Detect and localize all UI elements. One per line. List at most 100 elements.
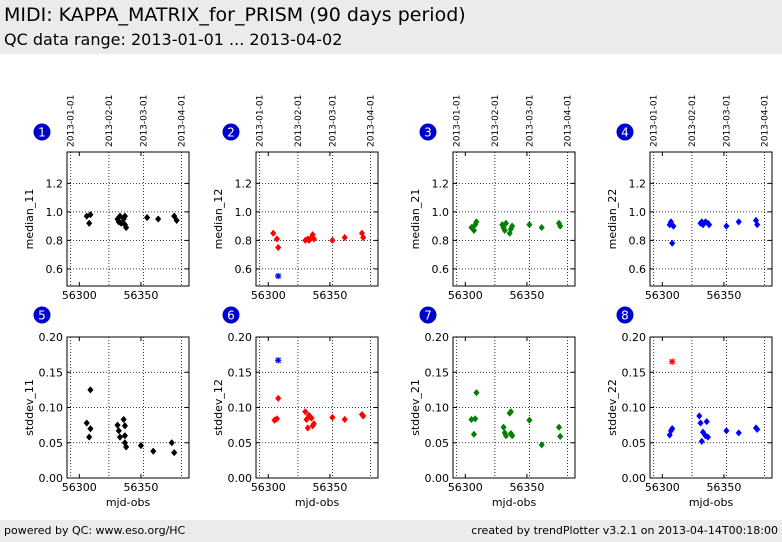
y-tick-label: 1.0 — [235, 206, 253, 219]
y-tick-label: 1.0 — [46, 206, 64, 219]
footer-powered-by: powered by QC: www.eso.org/HC — [4, 524, 186, 537]
data-point — [83, 419, 90, 427]
panel-number-badge — [616, 123, 634, 141]
data-point — [116, 433, 124, 441]
data-point — [121, 212, 129, 220]
data-point — [557, 432, 564, 441]
plot-frame — [452, 151, 576, 287]
x-tick-label: 56300 — [448, 289, 483, 302]
x-tick-label: 56350 — [123, 289, 158, 302]
data-point — [341, 415, 348, 424]
top-date-label: 2013-02-01 — [294, 95, 304, 147]
chart-panel-6: 0.00 0.05 0.10 0.15 0.20 56300 56350 stddev_12m… — [212, 306, 379, 509]
top-date-label: 2013-03-01 — [525, 95, 535, 147]
y-tick-label: 0.6 — [432, 263, 450, 276]
data-point — [275, 243, 282, 252]
y-tick-label: 1.2 — [629, 177, 647, 190]
y-tick-label: 0.00 — [622, 472, 647, 485]
data-point — [697, 419, 704, 427]
data-point — [303, 415, 310, 424]
plots-canvas: 0.6 0.8 1.0 1.2 56300 56350 2013-01-01 2013-02-… — [23, 95, 773, 509]
panel-number-label: 4 — [621, 126, 629, 140]
data-point — [171, 212, 178, 220]
data-point — [669, 424, 676, 433]
data-point — [171, 448, 178, 457]
data-point — [120, 415, 127, 424]
data-point — [735, 218, 742, 226]
x-axis-label: mjd-obs — [689, 496, 734, 509]
top-date-label: 2013-04-01 — [367, 95, 377, 147]
y-axis-label: stddev_22 — [606, 379, 619, 436]
panel-number-label: 8 — [621, 309, 629, 323]
data-point — [168, 439, 175, 447]
outlier-point — [274, 357, 282, 364]
data-point — [538, 441, 545, 449]
x-tick-label: 56300 — [251, 481, 286, 494]
y-tick-label: 0.00 — [39, 472, 64, 485]
x-tick-label: 56300 — [62, 289, 97, 302]
y-tick-label: 0.6 — [46, 263, 64, 276]
y-tick-label: 0.00 — [228, 472, 253, 485]
panel-number-label: 6 — [227, 309, 235, 323]
data-point — [502, 432, 510, 440]
data-point — [86, 219, 93, 227]
panel-number-label: 1 — [38, 126, 46, 140]
x-tick-label: 56300 — [645, 481, 680, 494]
y-tick-label: 0.20 — [228, 331, 253, 344]
x-tick-label: 56300 — [645, 289, 680, 302]
y-tick-label: 1.0 — [629, 206, 647, 219]
chart-panel-3: 0.6 0.8 1.0 1.2 56300 56350 2013-01-01 2013-02-… — [409, 95, 576, 302]
data-point — [116, 212, 124, 220]
x-tick-label: 56350 — [509, 289, 544, 302]
data-point — [121, 432, 129, 440]
outlier-stroke — [275, 357, 282, 364]
data-point — [557, 222, 564, 230]
y-tick-label: 0.05 — [425, 437, 450, 450]
y-tick-label: 0.20 — [39, 331, 64, 344]
data-point — [87, 386, 94, 394]
data-point — [723, 222, 730, 230]
chart-panel-5: 0.00 0.05 0.10 0.15 0.20 56300 56350 stddev_11m… — [23, 306, 190, 509]
chart-panel-4: 0.6 0.8 1.0 1.2 56300 56350 2013-01-01 2013-02-… — [606, 95, 773, 302]
top-date-label: 2013-02-01 — [105, 95, 115, 147]
data-point — [706, 221, 713, 229]
panel-number-label: 2 — [227, 126, 235, 140]
y-tick-label: 0.8 — [629, 234, 647, 247]
data-point — [118, 219, 125, 227]
data-point — [308, 414, 315, 422]
y-tick-label: 0.05 — [228, 437, 253, 450]
data-point — [754, 221, 761, 229]
y-tick-label: 0.8 — [235, 234, 253, 247]
chart-panel-8: 0.00 0.05 0.10 0.15 0.20 56300 56350 stddev_22m… — [606, 306, 773, 509]
panel-number-badge — [419, 306, 437, 324]
data-point — [704, 433, 712, 441]
y-tick-label: 0.00 — [425, 472, 450, 485]
panel-number-label: 5 — [38, 309, 46, 323]
y-tick-label: 0.8 — [432, 234, 450, 247]
data-point — [669, 239, 676, 247]
top-date-label: 2013-01-01 — [453, 95, 463, 147]
data-point — [473, 389, 480, 397]
y-tick-label: 0.10 — [622, 402, 647, 415]
x-tick-label: 56300 — [448, 481, 483, 494]
y-tick-label: 0.15 — [228, 366, 253, 379]
data-point — [526, 221, 533, 229]
x-tick-label: 56350 — [312, 481, 347, 494]
data-point — [137, 441, 145, 450]
top-date-label: 2013-01-01 — [67, 95, 77, 147]
page-title: MIDI: KAPPA_MATRIX_for_PRISM (90 days pe… — [4, 4, 466, 26]
data-point — [302, 408, 309, 416]
data-point — [123, 443, 130, 451]
panel-number-badge — [616, 306, 634, 324]
x-tick-label: 56300 — [251, 289, 286, 302]
plot-frame — [255, 151, 379, 287]
data-point — [87, 424, 94, 433]
y-tick-label: 1.2 — [432, 177, 450, 190]
data-point — [507, 408, 515, 416]
data-point — [329, 413, 336, 422]
data-point — [509, 432, 516, 440]
x-axis-label: mjd-obs — [492, 496, 537, 509]
data-point — [114, 421, 121, 429]
x-tick-label: 56300 — [62, 481, 97, 494]
data-point — [273, 415, 281, 423]
